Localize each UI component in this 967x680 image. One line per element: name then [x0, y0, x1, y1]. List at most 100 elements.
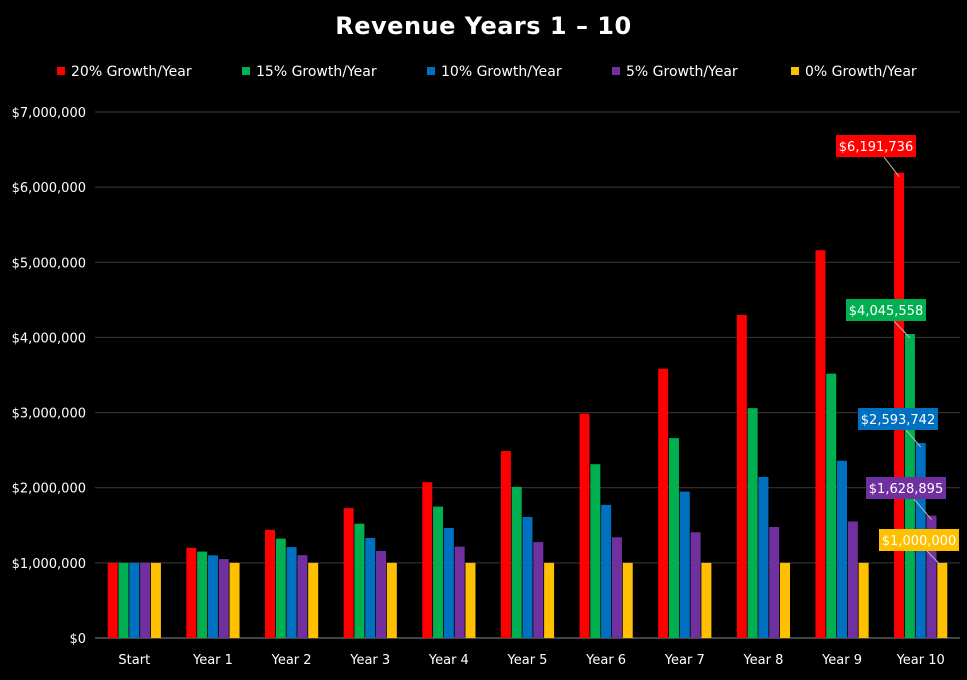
- legend-item-5pct: 5% Growth/Year: [612, 64, 738, 80]
- legend-item-0pct: 0% Growth/Year: [791, 64, 917, 80]
- data-label: $4,045,558: [849, 304, 923, 319]
- legend-swatch-15pct: [242, 67, 250, 75]
- legend-label-5pct: 5% Growth/Year: [626, 64, 738, 80]
- bar: [197, 551, 208, 638]
- data-label-box: [858, 408, 938, 430]
- bar: [747, 408, 758, 638]
- y-tick-label: $7,000,000: [12, 106, 86, 121]
- callout-leader: [883, 156, 900, 178]
- data-label-box: [866, 477, 946, 499]
- legend: 20% Growth/Year 15% Growth/Year 10% Grow…: [0, 64, 967, 84]
- bar: [690, 532, 701, 638]
- x-tick-label: Year 9: [821, 653, 862, 668]
- bar: [150, 562, 161, 638]
- bar: [937, 562, 948, 638]
- legend-label-15pct: 15% Growth/Year: [256, 64, 377, 80]
- y-tick-label: $5,000,000: [12, 256, 86, 271]
- bar: [376, 551, 387, 638]
- data-label: $1,628,895: [869, 482, 943, 497]
- y-tick-label: $6,000,000: [12, 181, 86, 196]
- bar: [544, 562, 555, 638]
- bar: [365, 537, 376, 638]
- x-tick-label: Year 4: [428, 653, 469, 668]
- bar: [500, 451, 511, 638]
- data-label: $2,593,742: [861, 413, 935, 428]
- legend-item-10pct: 10% Growth/Year: [427, 64, 562, 80]
- bar: [736, 314, 747, 638]
- x-tick-label: Year 8: [742, 653, 783, 668]
- bar: [611, 537, 622, 638]
- x-tick-label: Year 5: [507, 653, 548, 668]
- bar: [858, 562, 869, 638]
- bar: [107, 562, 118, 638]
- callout-leader: [913, 498, 932, 520]
- legend-item-20pct: 20% Growth/Year: [57, 64, 192, 80]
- bar: [601, 504, 612, 638]
- bar: [275, 538, 286, 638]
- legend-swatch-0pct: [791, 67, 799, 75]
- bar: [264, 529, 275, 638]
- bar: [579, 413, 590, 638]
- bar: [658, 368, 669, 638]
- bar: [422, 482, 433, 638]
- bar: [815, 250, 826, 638]
- bar: [826, 373, 837, 638]
- data-label-box: [836, 135, 916, 157]
- bar: [140, 562, 151, 638]
- bar: [308, 562, 319, 638]
- bar: [522, 516, 533, 638]
- legend-label-20pct: 20% Growth/Year: [71, 64, 192, 80]
- bar: [533, 542, 544, 638]
- bar: [622, 562, 633, 638]
- legend-label-0pct: 0% Growth/Year: [805, 64, 917, 80]
- x-tick-label: Year 10: [896, 653, 945, 668]
- bar: [454, 546, 465, 638]
- bar: [590, 464, 601, 638]
- bar: [229, 562, 240, 638]
- x-tick-label: Year 3: [349, 653, 390, 668]
- legend-label-10pct: 10% Growth/Year: [441, 64, 562, 80]
- legend-swatch-20pct: [57, 67, 65, 75]
- bar: [668, 438, 679, 638]
- x-tick-label: Year 6: [585, 653, 626, 668]
- bar: [343, 508, 354, 638]
- bar: [679, 491, 690, 638]
- chart-title: Revenue Years 1 – 10: [335, 12, 632, 40]
- bar: [465, 562, 476, 638]
- data-label: $1,000,000: [882, 534, 956, 549]
- bar: [894, 172, 905, 638]
- x-tick-label: Year 7: [664, 653, 705, 668]
- bar: [286, 547, 297, 638]
- callout-leader: [893, 320, 911, 339]
- bar: [758, 476, 769, 638]
- bar: [354, 523, 365, 638]
- data-label-box: [846, 299, 926, 321]
- x-tick-label: Year 2: [271, 653, 312, 668]
- bar: [443, 527, 454, 638]
- legend-item-15pct: 15% Growth/Year: [242, 64, 377, 80]
- x-tick-label: Year 1: [192, 653, 233, 668]
- bar: [433, 506, 444, 638]
- y-tick-label: $0: [69, 632, 86, 647]
- bar: [701, 562, 712, 638]
- callout-leader: [926, 550, 943, 568]
- bar: [926, 515, 937, 638]
- bar: [847, 521, 858, 638]
- x-tick-label: Start: [118, 653, 150, 668]
- callout-leader: [905, 429, 922, 448]
- legend-swatch-10pct: [427, 67, 435, 75]
- bar: [218, 559, 229, 638]
- bar: [511, 486, 522, 638]
- bar: [207, 555, 218, 638]
- y-tick-label: $4,000,000: [12, 331, 86, 346]
- y-tick-label: $2,000,000: [12, 482, 86, 497]
- data-label-box: [879, 529, 959, 551]
- bar: [780, 562, 791, 638]
- legend-swatch-5pct: [612, 67, 620, 75]
- bar: [118, 562, 129, 638]
- y-tick-label: $1,000,000: [12, 557, 86, 572]
- bar: [297, 555, 308, 638]
- bar: [769, 526, 780, 638]
- bar: [386, 562, 397, 638]
